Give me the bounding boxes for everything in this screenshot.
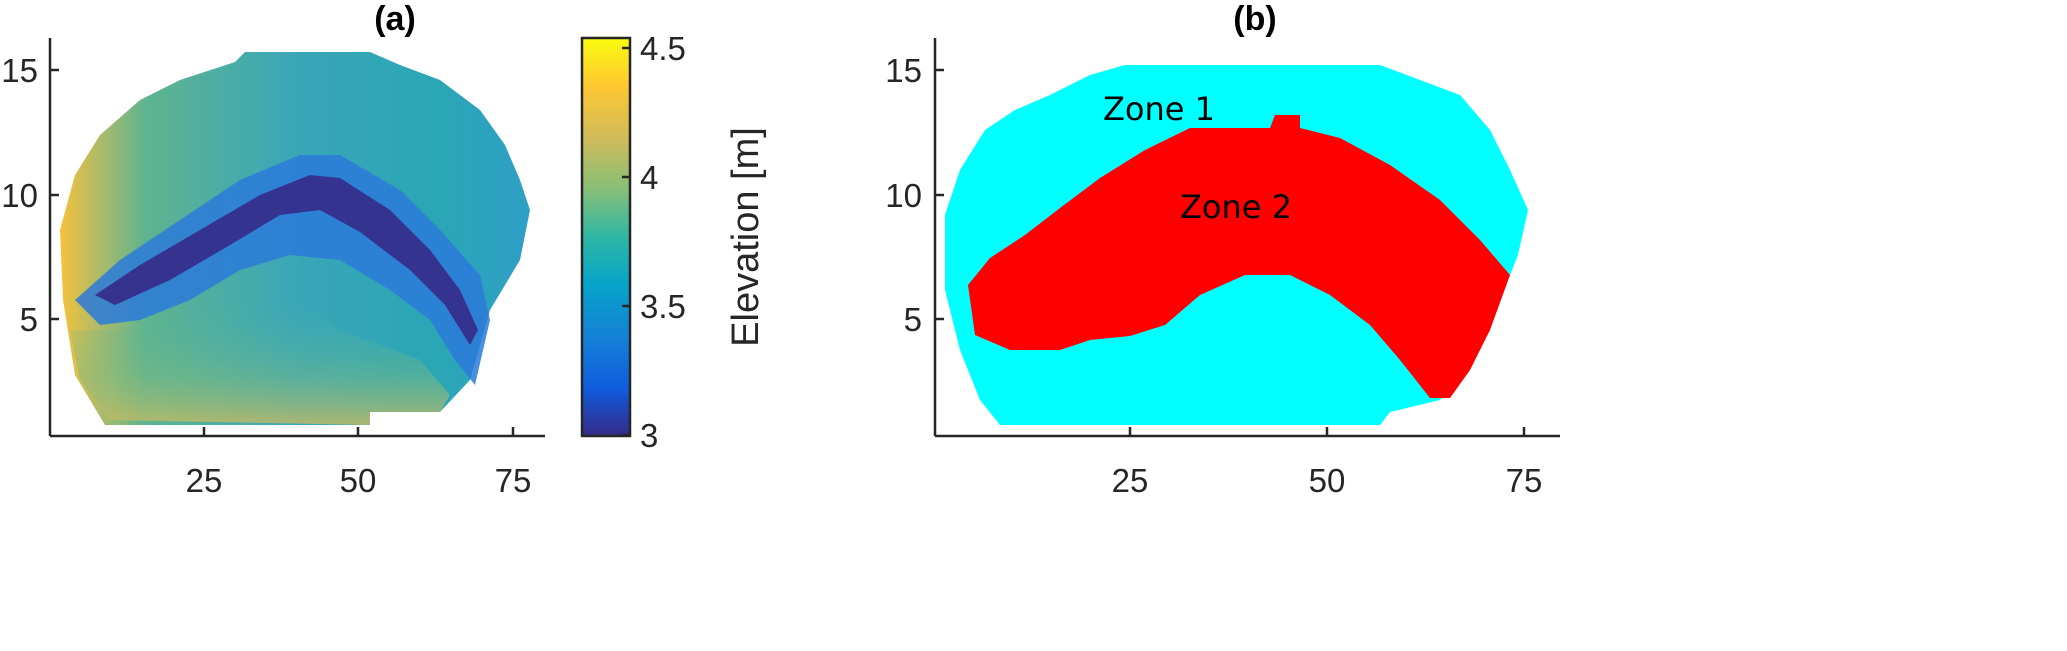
- colorbar: 4.5 4 3.5 3 Elevation [m]: [580, 30, 767, 454]
- colorbar-tick-3: 3: [640, 417, 658, 454]
- colorbar-gradient: [580, 36, 632, 438]
- panel-b-xtick-25: 25: [1112, 462, 1149, 499]
- panel-a: (a) 15 10 5 25 50 75 4: [1, 0, 767, 499]
- panel-b-ytick-10: 10: [885, 177, 922, 214]
- panel-a-ticks: [50, 68, 515, 436]
- panel-a-ytick-10: 10: [1, 177, 38, 214]
- elevation-low-band: [70, 300, 450, 425]
- panel-a-xtick-50: 50: [340, 462, 377, 499]
- panel-a-xtick-75: 75: [495, 462, 532, 499]
- panel-a-title: (a): [374, 0, 416, 38]
- panel-b-xtick-75: 75: [1506, 462, 1543, 499]
- zone-2-region: [968, 115, 1510, 398]
- panel-a-ytick-15: 15: [1, 52, 38, 89]
- panel-a-xtick-25: 25: [186, 462, 223, 499]
- colorbar-tick-4-5: 4.5: [640, 30, 686, 67]
- colorbar-tick-3-5: 3.5: [640, 288, 686, 325]
- panel-b: (b) 15 10 5 25 50 75 Zone 1 Zone 2: [885, 0, 1560, 499]
- panel-b-ytick-5: 5: [904, 301, 922, 338]
- panel-b-title: (b): [1233, 0, 1276, 38]
- panel-b-ytick-15: 15: [885, 52, 922, 89]
- panel-a-ytick-5: 5: [20, 301, 38, 338]
- elevation-map: [60, 52, 530, 425]
- panel-b-ticks: [935, 68, 1526, 436]
- colorbar-tick-4: 4: [640, 159, 658, 196]
- colorbar-label: Elevation [m]: [725, 127, 767, 347]
- zone-1-label: Zone 1: [1103, 90, 1215, 128]
- zone-2-label: Zone 2: [1180, 188, 1292, 226]
- elevation-channel-core: [95, 175, 478, 345]
- panel-b-xtick-50: 50: [1309, 462, 1346, 499]
